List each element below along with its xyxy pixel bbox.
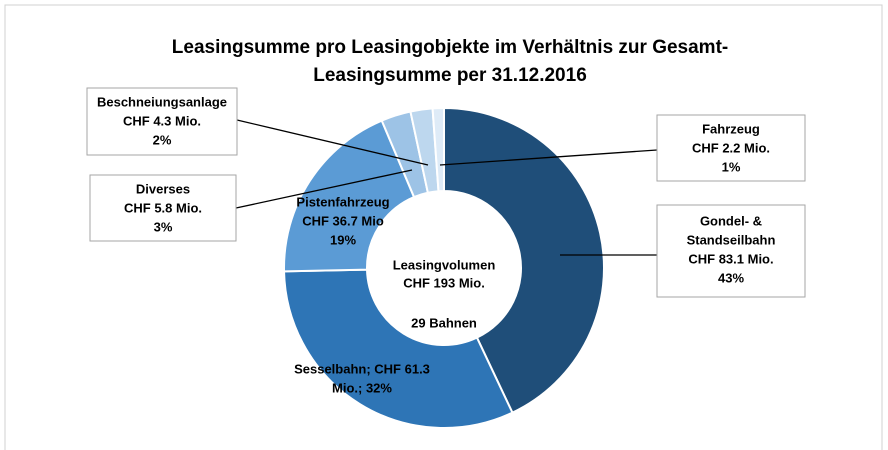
donut-slice: [283, 119, 416, 273]
slice-label: CHF 2.2 Mio.: [692, 140, 770, 155]
leader-line: [235, 169, 413, 209]
chart-title: Leasingsumme pro Leasingobjekte im Verhä…: [172, 37, 728, 58]
slice-label: 1%: [722, 159, 741, 174]
slice-label: 43%: [718, 270, 744, 285]
slice-label: CHF 5.8 Mio.: [124, 200, 202, 215]
callout-box: [656, 114, 806, 182]
slice-label: Pistenfahrzeug: [296, 194, 389, 209]
callout-box: [89, 174, 237, 242]
callout-box: [86, 87, 238, 156]
chart-title: Leasingsumme per 31.12.2016: [313, 65, 587, 86]
leader-line: [439, 149, 658, 166]
center-text: CHF 193 Mio.: [403, 275, 485, 290]
slice-label: Diverses: [136, 181, 190, 196]
donut-slice: [431, 106, 445, 193]
leader-line: [236, 119, 429, 166]
slice-label: CHF 36.7 Mio: [302, 213, 384, 228]
center-note: 29 Bahnen: [411, 315, 477, 330]
leader-lines: [235, 119, 658, 256]
slice-label: Mio.; 32%: [332, 380, 392, 395]
donut-slice: [443, 106, 605, 414]
slice-label: CHF 4.3 Mio.: [123, 113, 201, 128]
slice-label: 2%: [153, 132, 172, 147]
slice-label: Standseilbahn: [687, 232, 776, 247]
donut-slice: [283, 268, 514, 429]
slice-label: Fahrzeug: [702, 121, 760, 136]
callout-box: [656, 204, 806, 298]
slice-label: Gondel- &: [700, 213, 762, 228]
slice-label: CHF 83.1 Mio.: [688, 251, 773, 266]
slice-label: 19%: [330, 232, 356, 247]
slice-label: Beschneiungsanlage: [97, 94, 227, 109]
slice-label: 3%: [154, 219, 173, 234]
slice-label: Sesselbahn; CHF 61.3: [294, 361, 430, 376]
center-text: Leasingvolumen: [393, 257, 496, 272]
